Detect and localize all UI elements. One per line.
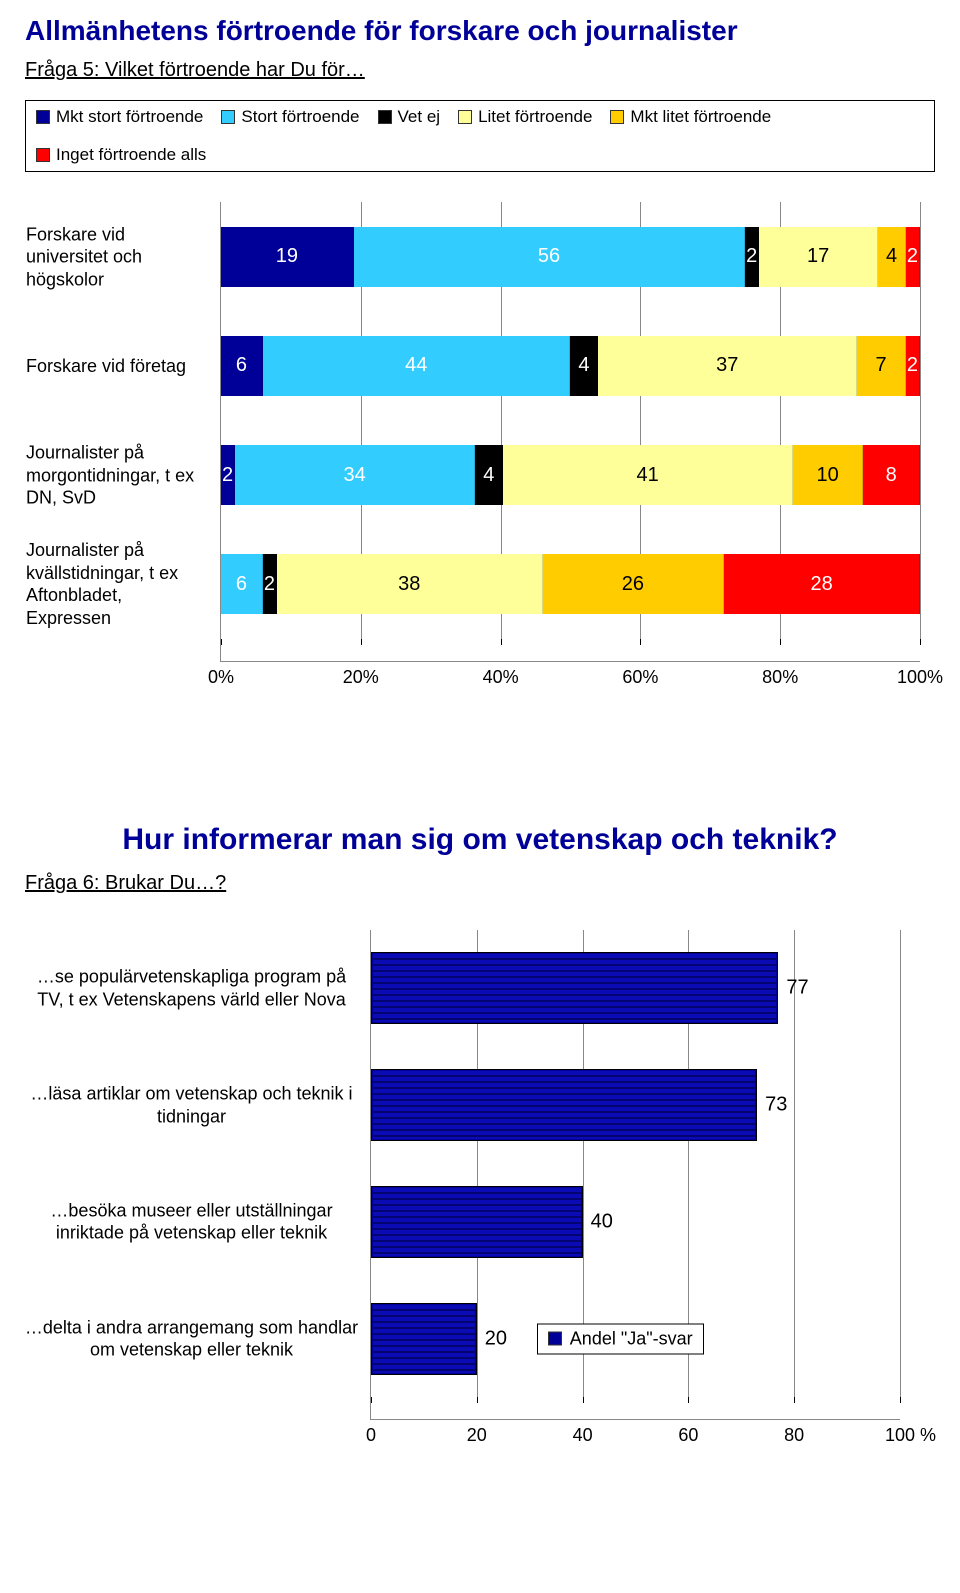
chart1-title: Allmänhetens förtroende för forskare och…	[25, 15, 935, 47]
x-tick-label: 0%	[208, 667, 234, 688]
x-tick-label: 20%	[343, 667, 379, 688]
legend-swatch	[36, 110, 50, 124]
category-label: Journalister på kvällstidningar, t ex Af…	[26, 539, 211, 629]
category-label: Forskare vid universitet och högskolor	[26, 223, 211, 291]
x-tick-label: 60%	[622, 667, 658, 688]
bar-segment: 34	[235, 445, 475, 505]
bar-segment: 6	[221, 554, 263, 614]
legend-swatch	[458, 110, 472, 124]
x-tick-label: 80%	[762, 667, 798, 688]
legend-swatch	[36, 148, 50, 162]
legend-swatch	[548, 1332, 562, 1346]
bar-segment: 44	[263, 336, 571, 396]
chart1-row: Forskare vid företag64443772	[221, 336, 920, 396]
x-tick-label: 80	[784, 1425, 804, 1446]
chart2-row: …läsa artiklar om vetenskap och teknik i…	[371, 1069, 900, 1141]
x-tick-label: 60	[678, 1425, 698, 1446]
percent-symbol: %	[920, 1425, 936, 1446]
bar-segment: 10	[793, 445, 864, 505]
chart2-legend: Andel "Ja"-svar	[537, 1323, 704, 1354]
bar	[371, 1186, 583, 1258]
chart2-row: …delta i andra arrangemang som handlar o…	[371, 1303, 900, 1375]
category-label: Forskare vid företag	[26, 355, 211, 378]
value-label: 77	[786, 977, 808, 1000]
legend-item: Mkt stort förtroende	[36, 107, 203, 127]
bar-segment: 26	[543, 554, 725, 614]
legend-label: Litet förtroende	[478, 107, 592, 127]
legend-item: Vet ej	[378, 107, 441, 127]
bar-segment: 7	[857, 336, 906, 396]
bar-segment: 2	[221, 445, 235, 505]
chart2-subtitle: Fråga 6: Brukar Du…?	[25, 872, 935, 895]
legend-label: Mkt stort förtroende	[56, 107, 203, 127]
bar-segment: 4	[570, 336, 598, 396]
chart1-plot: Forskare vid universitet och högskolor19…	[220, 202, 920, 662]
bar-segment: 38	[277, 554, 543, 614]
chart2-row: …se populärvetenskapliga program på TV, …	[371, 952, 900, 1024]
chart1-legend: Mkt stort förtroende Stort förtroende Vet …	[25, 100, 935, 172]
bar-segment: 2	[906, 336, 920, 396]
bar-segment: 4	[878, 227, 906, 287]
value-label: 73	[765, 1094, 787, 1117]
bar-segment: 28	[724, 554, 920, 614]
category-label: …se populärvetenskapliga program på TV, …	[24, 966, 359, 1011]
legend-swatch	[221, 110, 235, 124]
bar-segment: 4	[475, 445, 503, 505]
x-tick-label: 100	[885, 1425, 915, 1446]
legend-swatch	[610, 110, 624, 124]
bar-segment: 37	[598, 336, 857, 396]
legend-swatch	[378, 110, 392, 124]
legend-item: Mkt litet förtroende	[610, 107, 771, 127]
legend-item: Inget förtroende alls	[36, 145, 206, 165]
bar-segment: 56	[354, 227, 745, 287]
legend-label: Stort förtroende	[241, 107, 359, 127]
bar	[371, 1069, 757, 1141]
bar	[371, 952, 778, 1024]
bar-segment: 41	[503, 445, 792, 505]
x-tick-label: 0	[366, 1425, 376, 1446]
category-label: …besöka museer eller utställningar inrik…	[24, 1199, 359, 1244]
value-label: 40	[591, 1210, 613, 1233]
bar-segment: 2	[263, 554, 277, 614]
chart2-plot: …se populärvetenskapliga program på TV, …	[370, 930, 900, 1420]
bar-segment: 2	[906, 227, 920, 287]
chart1-subtitle: Fråga 5: Vilket förtroende har Du för…	[25, 59, 935, 82]
chart1-row: Journalister på kvällstidningar, t ex Af…	[221, 554, 920, 614]
chart1-row: Journalister på morgontidningar, t ex DN…	[221, 445, 920, 505]
chart1-row: Forskare vid universitet och högskolor19…	[221, 227, 920, 287]
bar-segment: 19	[221, 227, 354, 287]
legend-label: Andel "Ja"-svar	[570, 1328, 693, 1349]
chart2-title: Hur informerar man sig om vetenskap och …	[25, 822, 935, 858]
chart2-row: …besöka museer eller utställningar inrik…	[371, 1186, 900, 1258]
category-label: …läsa artiklar om vetenskap och teknik i…	[24, 1083, 359, 1128]
value-label: 20	[485, 1327, 507, 1350]
legend-label: Inget förtroende alls	[56, 145, 206, 165]
x-tick-label: 20	[467, 1425, 487, 1446]
legend-item: Stort förtroende	[221, 107, 359, 127]
bar-segment: 8	[863, 445, 919, 505]
legend-item: Litet förtroende	[458, 107, 592, 127]
bar	[371, 1303, 477, 1375]
legend-label: Vet ej	[398, 107, 441, 127]
bar-segment: 6	[221, 336, 263, 396]
category-label: …delta i andra arrangemang som handlar o…	[24, 1316, 359, 1361]
category-label: Journalister på morgontidningar, t ex DN…	[26, 441, 211, 509]
x-tick-label: 100%	[897, 667, 943, 688]
bar-segment: 2	[745, 227, 759, 287]
x-tick-label: 40	[573, 1425, 593, 1446]
bar-segment: 17	[759, 227, 878, 287]
x-tick-label: 40%	[483, 667, 519, 688]
legend-label: Mkt litet förtroende	[630, 107, 771, 127]
